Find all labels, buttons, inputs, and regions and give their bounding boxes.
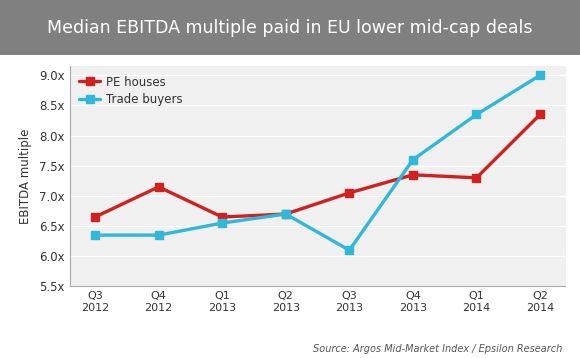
Line: PE houses: PE houses	[91, 110, 544, 221]
Trade buyers	[219, 221, 226, 225]
Trade buyers	[409, 158, 416, 162]
Trade buyers	[473, 112, 480, 117]
PE houses	[155, 185, 162, 189]
Trade buyers	[346, 248, 353, 252]
Trade buyers	[155, 233, 162, 237]
PE houses	[409, 173, 416, 177]
Legend: PE houses, Trade buyers: PE houses, Trade buyers	[75, 72, 186, 110]
Trade buyers	[536, 73, 543, 77]
PE houses	[219, 215, 226, 219]
PE houses	[536, 112, 543, 117]
Trade buyers	[92, 233, 99, 237]
Y-axis label: EBITDA multiple: EBITDA multiple	[19, 129, 32, 224]
PE houses	[473, 176, 480, 180]
Trade buyers	[282, 212, 289, 216]
Text: Median EBITDA multiple paid in EU lower mid-cap deals: Median EBITDA multiple paid in EU lower …	[47, 19, 533, 37]
PE houses	[346, 191, 353, 195]
Text: Source: Argos Mid-Market Index / Epsilon Research: Source: Argos Mid-Market Index / Epsilon…	[313, 344, 563, 354]
PE houses	[282, 212, 289, 216]
Line: Trade buyers: Trade buyers	[91, 71, 544, 255]
PE houses	[92, 215, 99, 219]
